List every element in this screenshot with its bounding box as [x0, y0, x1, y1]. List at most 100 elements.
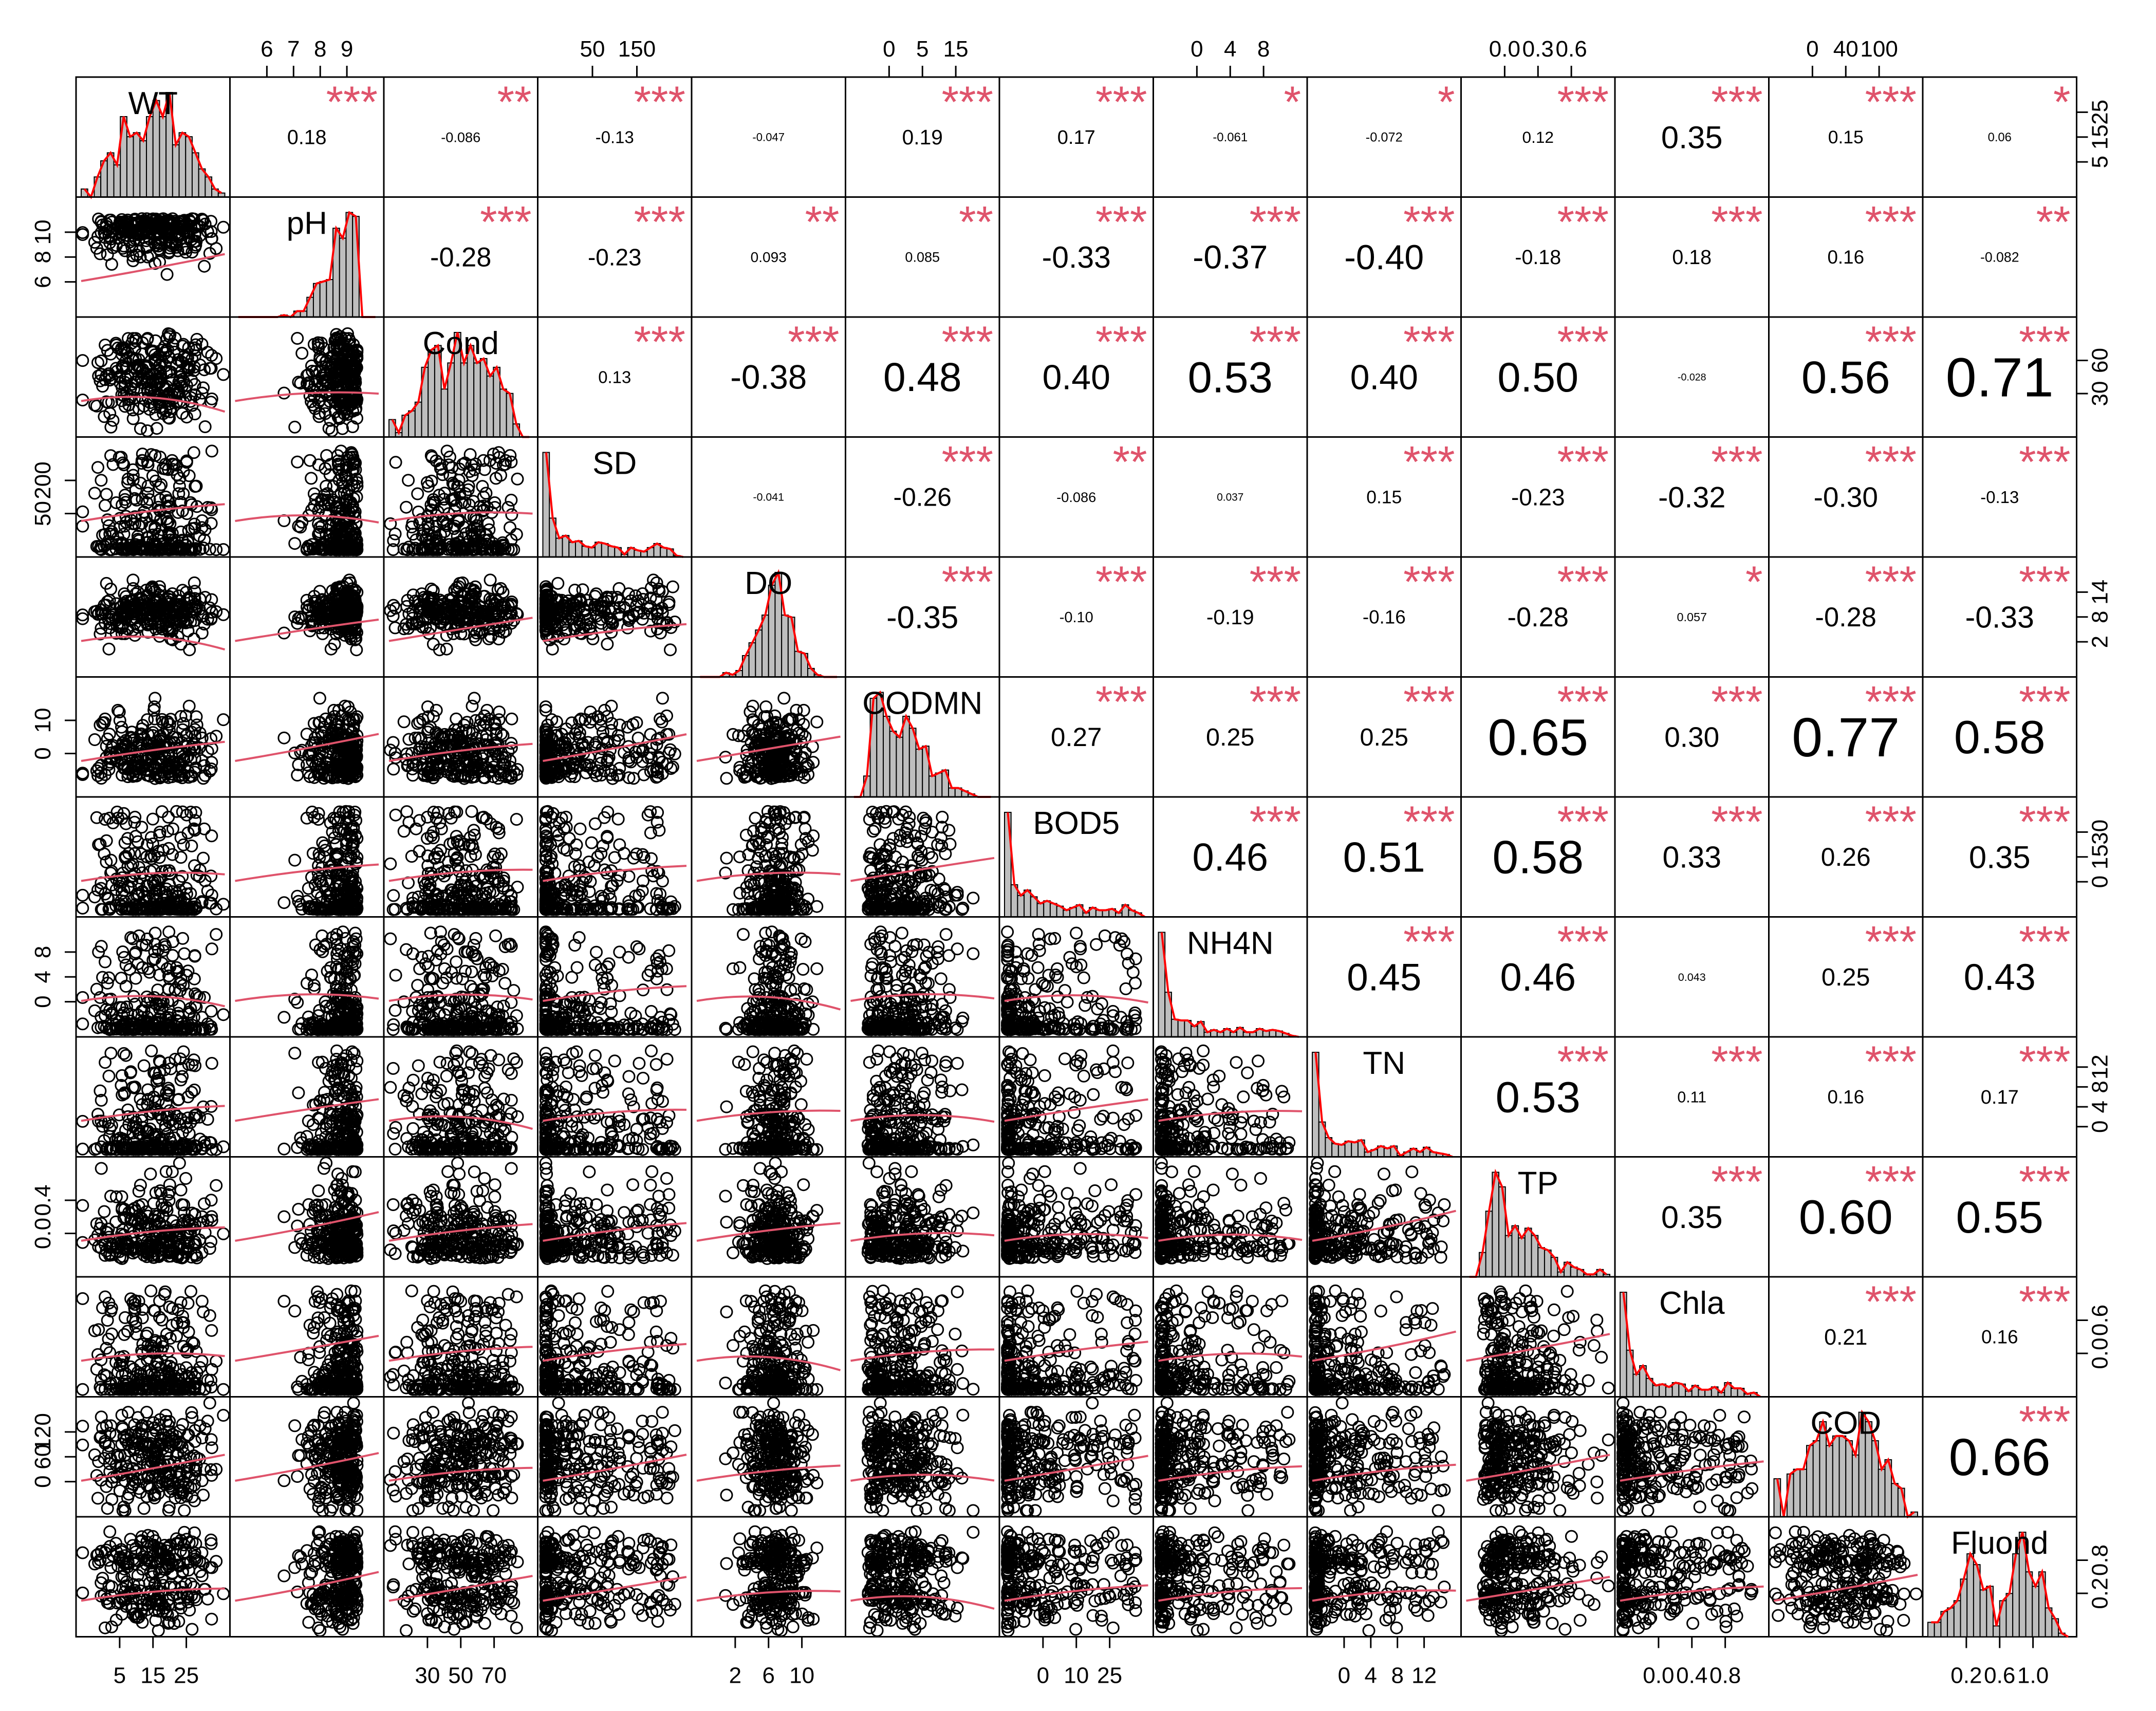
- significance-stars: *: [1284, 78, 1301, 127]
- correlation-value: 0.06: [1988, 131, 2012, 144]
- scatter-point: [778, 693, 790, 704]
- scatter-point: [506, 713, 517, 724]
- panel-pH-pH: pH: [230, 197, 384, 318]
- scatter-point: [657, 693, 668, 704]
- scatter-point: [77, 506, 88, 517]
- panel-SD-Chla: -0.32***: [1615, 437, 1769, 557]
- histogram-bar: [408, 411, 415, 437]
- significance-stars: ***: [1250, 318, 1301, 367]
- scatter-point: [135, 423, 146, 434]
- correlation-value: -0.28: [1508, 603, 1569, 633]
- histogram-bar: [487, 376, 494, 437]
- significance-stars: *: [1438, 78, 1455, 127]
- correlation-value: -0.041: [753, 491, 784, 504]
- panel-Cond-SD: 0.13***: [538, 317, 692, 437]
- panel-SD-TN: 0.15***: [1307, 437, 1461, 557]
- scatter-point: [178, 839, 189, 850]
- panel-WT-NH4N: -0.061 *: [1154, 77, 1308, 197]
- panel-Cond-COD: 0.56***: [1769, 317, 1923, 437]
- panel-DO-DO: DO: [692, 557, 846, 677]
- scatter-point: [304, 455, 315, 466]
- correlation-value: -0.072: [1366, 131, 1403, 145]
- scatter-point: [218, 369, 229, 380]
- scatter-point: [77, 355, 88, 366]
- scatter-point: [292, 770, 303, 781]
- panel-WT-Fluond: 0.06*: [1923, 77, 2077, 197]
- panel-Cond-NH4N: 0.53***: [1154, 317, 1308, 437]
- significance-stars: ***: [1250, 557, 1301, 607]
- significance-stars: ***: [1711, 678, 1762, 727]
- panel-pH-SD: -0.23***: [538, 197, 692, 318]
- panel-DO-TP: -0.28***: [1461, 557, 1615, 677]
- correlation-value: 0.27: [1051, 722, 1102, 752]
- panel-SD-SD: SD: [538, 437, 692, 557]
- panel-DO-WT: [76, 557, 230, 677]
- significance-stars: ***: [1865, 198, 1917, 247]
- scatter-point: [506, 509, 517, 520]
- histogram-bar: [883, 716, 890, 797]
- significance-stars: ***: [480, 198, 531, 247]
- panel-BOD5-WT: [76, 797, 230, 917]
- scatter-point: [100, 500, 111, 511]
- panel-CODMN-TP: 0.65***: [1461, 677, 1615, 797]
- scatter-point: [403, 816, 415, 828]
- scatter-point: [480, 488, 492, 499]
- histogram-bar: [173, 145, 179, 197]
- variable-label-SD: SD: [592, 446, 637, 481]
- scatter-point: [467, 700, 478, 712]
- scatter-point: [96, 475, 107, 486]
- panel-pH-TP: -0.18***: [1461, 197, 1615, 318]
- panel-CODMN-TN: 0.25***: [1307, 677, 1461, 797]
- histogram-bar: [782, 615, 788, 677]
- panel-WT-Cond: -0.086**: [384, 77, 538, 197]
- panel-WT-COD: 0.15***: [1769, 77, 1923, 197]
- scatter-point: [469, 693, 480, 704]
- scatter-point: [511, 814, 522, 825]
- panel-DO-Chla: 0.057*: [1615, 557, 1769, 677]
- scatter-point: [398, 716, 410, 728]
- panel-SD-pH: [230, 437, 384, 557]
- correlation-value: 0.18: [1672, 246, 1712, 269]
- histogram-bar: [795, 652, 802, 677]
- scatter-point: [278, 897, 290, 908]
- significance-stars: **: [497, 78, 532, 127]
- panel-pH-CODMN: 0.085**: [846, 197, 1000, 318]
- correlation-value: 0.037: [1217, 492, 1243, 504]
- histogram-bar: [134, 133, 140, 197]
- histogram-bar: [474, 363, 480, 437]
- significance-stars: ***: [788, 318, 839, 367]
- correlation-value: -0.28: [1815, 603, 1876, 633]
- correlation-value: 0.093: [751, 249, 787, 265]
- scatter-point: [77, 520, 88, 532]
- histogram-bar: [320, 282, 327, 317]
- histogram-bar: [929, 776, 936, 797]
- histogram-bar: [326, 280, 333, 317]
- panel-SD-COD: -0.30***: [1769, 437, 1923, 557]
- histogram-bar: [415, 402, 422, 437]
- panel-Cond-Chla: -0.028: [1615, 317, 1769, 437]
- histogram-bar: [762, 615, 769, 677]
- scatter-point: [278, 732, 290, 743]
- panel-DO-BOD5: -0.10***: [999, 557, 1154, 677]
- scatter-point: [191, 711, 202, 722]
- panel-DO-CODMN: -0.35***: [846, 557, 1000, 677]
- significance-stars: ***: [1557, 198, 1609, 247]
- scatter-point: [390, 457, 401, 468]
- panel-WT-TN: -0.072 *: [1307, 77, 1461, 197]
- correlation-value: -0.061: [1213, 131, 1248, 144]
- scatter-point: [198, 852, 209, 864]
- scatter-point: [206, 594, 217, 605]
- histogram-bar: [114, 165, 121, 197]
- correlation-value: 0.16: [1827, 247, 1864, 268]
- significance-stars: ***: [942, 318, 993, 367]
- scatter-point: [77, 902, 88, 914]
- scatter-point: [388, 764, 399, 775]
- scatter-point: [218, 714, 229, 726]
- variable-label-DO: DO: [745, 566, 792, 601]
- scatter-point: [101, 489, 112, 500]
- scatter-point: [198, 773, 209, 784]
- significance-stars: ***: [634, 78, 685, 127]
- histogram-bar: [428, 350, 435, 437]
- panel-CODMN-SD: [538, 677, 692, 797]
- correlation-value: 0.17: [1057, 127, 1095, 148]
